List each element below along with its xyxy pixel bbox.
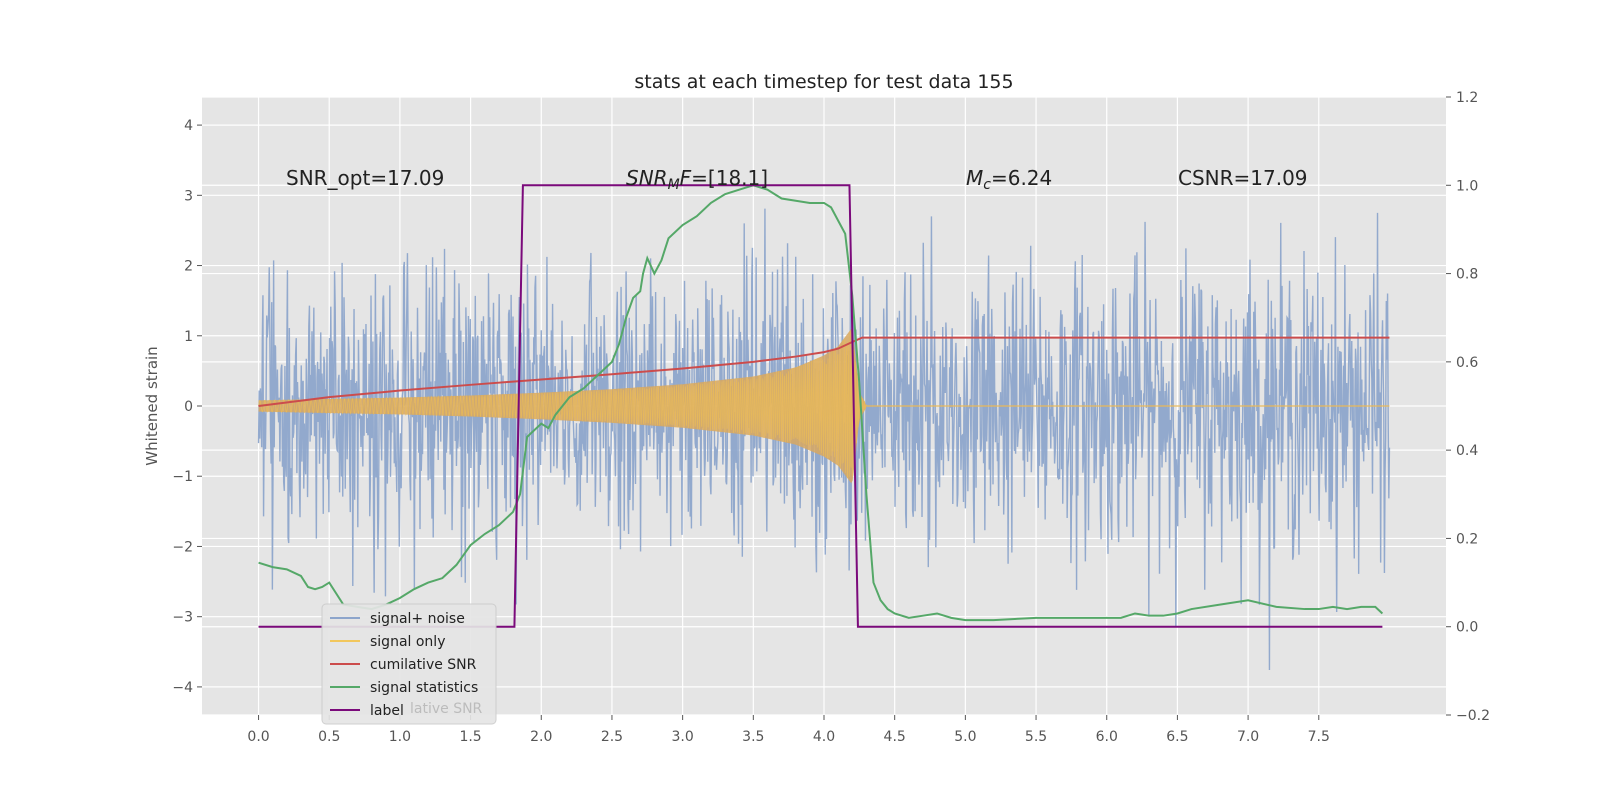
chart-title: stats at each timestep for test data 155 <box>634 71 1013 93</box>
y2-tick-label: −0.2 <box>1456 708 1490 724</box>
x-tick-label: 1.5 <box>459 729 481 745</box>
y2-tick-label: 1.2 <box>1456 90 1478 106</box>
signal-only-line <box>258 328 867 479</box>
legend-label-signal-statistics: signal statistics <box>370 680 478 696</box>
legend-label-label: label <box>370 703 404 719</box>
x-tick-label: 0.0 <box>247 729 269 745</box>
y-tick-label: −4 <box>172 680 193 696</box>
legend-ghost-text: lative SNR <box>410 701 483 717</box>
x-tick-label: 3.0 <box>672 729 694 745</box>
legend-label-signal-only: signal only <box>370 634 445 650</box>
y-tick-label: 4 <box>184 118 193 134</box>
y2-tick-label: 0.0 <box>1456 620 1478 636</box>
annotation-csnr: CSNR=17.09 <box>1178 166 1308 190</box>
legend: lative SNR signal+ noise signal only cum… <box>321 603 497 725</box>
y-tick-label: 2 <box>184 259 193 275</box>
x-axis-ticks: 0.0 0.5 1.0 1.5 2.0 2.5 3.0 3.5 4.0 4.5 5.0 5.5 6.0 6… <box>247 715 1330 745</box>
legend-label-cumulative-snr: cumilative SNR <box>370 657 477 673</box>
x-tick-label: 4.5 <box>884 729 906 745</box>
x-tick-label: 6.5 <box>1166 729 1188 745</box>
y2-axis-ticks: −0.2 0.0 0.2 0.4 0.6 0.8 1.0 1.2 <box>1446 90 1490 724</box>
y-tick-label: 1 <box>184 329 193 345</box>
x-tick-label: 0.5 <box>318 729 340 745</box>
annotation-snr-opt: SNR_opt=17.09 <box>286 166 444 190</box>
legend-box <box>321 603 497 725</box>
x-tick-label: 7.5 <box>1308 729 1330 745</box>
y-tick-label: 0 <box>184 399 193 415</box>
cumilative-snr-line <box>258 336 1390 407</box>
x-tick-label: 5.0 <box>954 729 976 745</box>
annotation-chirp-mass: Mc=6.24 <box>966 166 1052 193</box>
x-tick-label: 4.0 <box>813 729 835 745</box>
y-axis-label: Whitened strain <box>143 346 161 465</box>
signal-statistics-line <box>258 184 1384 622</box>
y-tick-label: 3 <box>184 188 193 204</box>
y2-tick-label: 1.0 <box>1456 178 1478 194</box>
x-tick-label: 6.0 <box>1096 729 1118 745</box>
y-axis-ticks: −4 −3 −2 −1 0 1 2 3 4 <box>172 118 202 696</box>
legend-label-signal-plus-noise: signal+ noise <box>370 611 465 627</box>
y2-tick-label: 0.4 <box>1456 443 1478 459</box>
y2-tick-label: 0.8 <box>1456 267 1478 283</box>
x-tick-label: 3.5 <box>742 729 764 745</box>
x-tick-label: 1.0 <box>389 729 411 745</box>
y2-tick-label: 0.6 <box>1456 355 1478 371</box>
annotation-snr-mf: SNRMF=[18.1] <box>626 166 768 193</box>
x-tick-label: 5.5 <box>1025 729 1047 745</box>
y-tick-label: −2 <box>172 539 193 555</box>
y-tick-label: −3 <box>172 610 193 626</box>
y-tick-label: −1 <box>172 469 193 485</box>
y2-tick-label: 0.2 <box>1456 531 1478 547</box>
x-tick-label: 7.0 <box>1237 729 1259 745</box>
x-tick-label: 2.0 <box>530 729 552 745</box>
x-tick-label: 2.5 <box>601 729 623 745</box>
